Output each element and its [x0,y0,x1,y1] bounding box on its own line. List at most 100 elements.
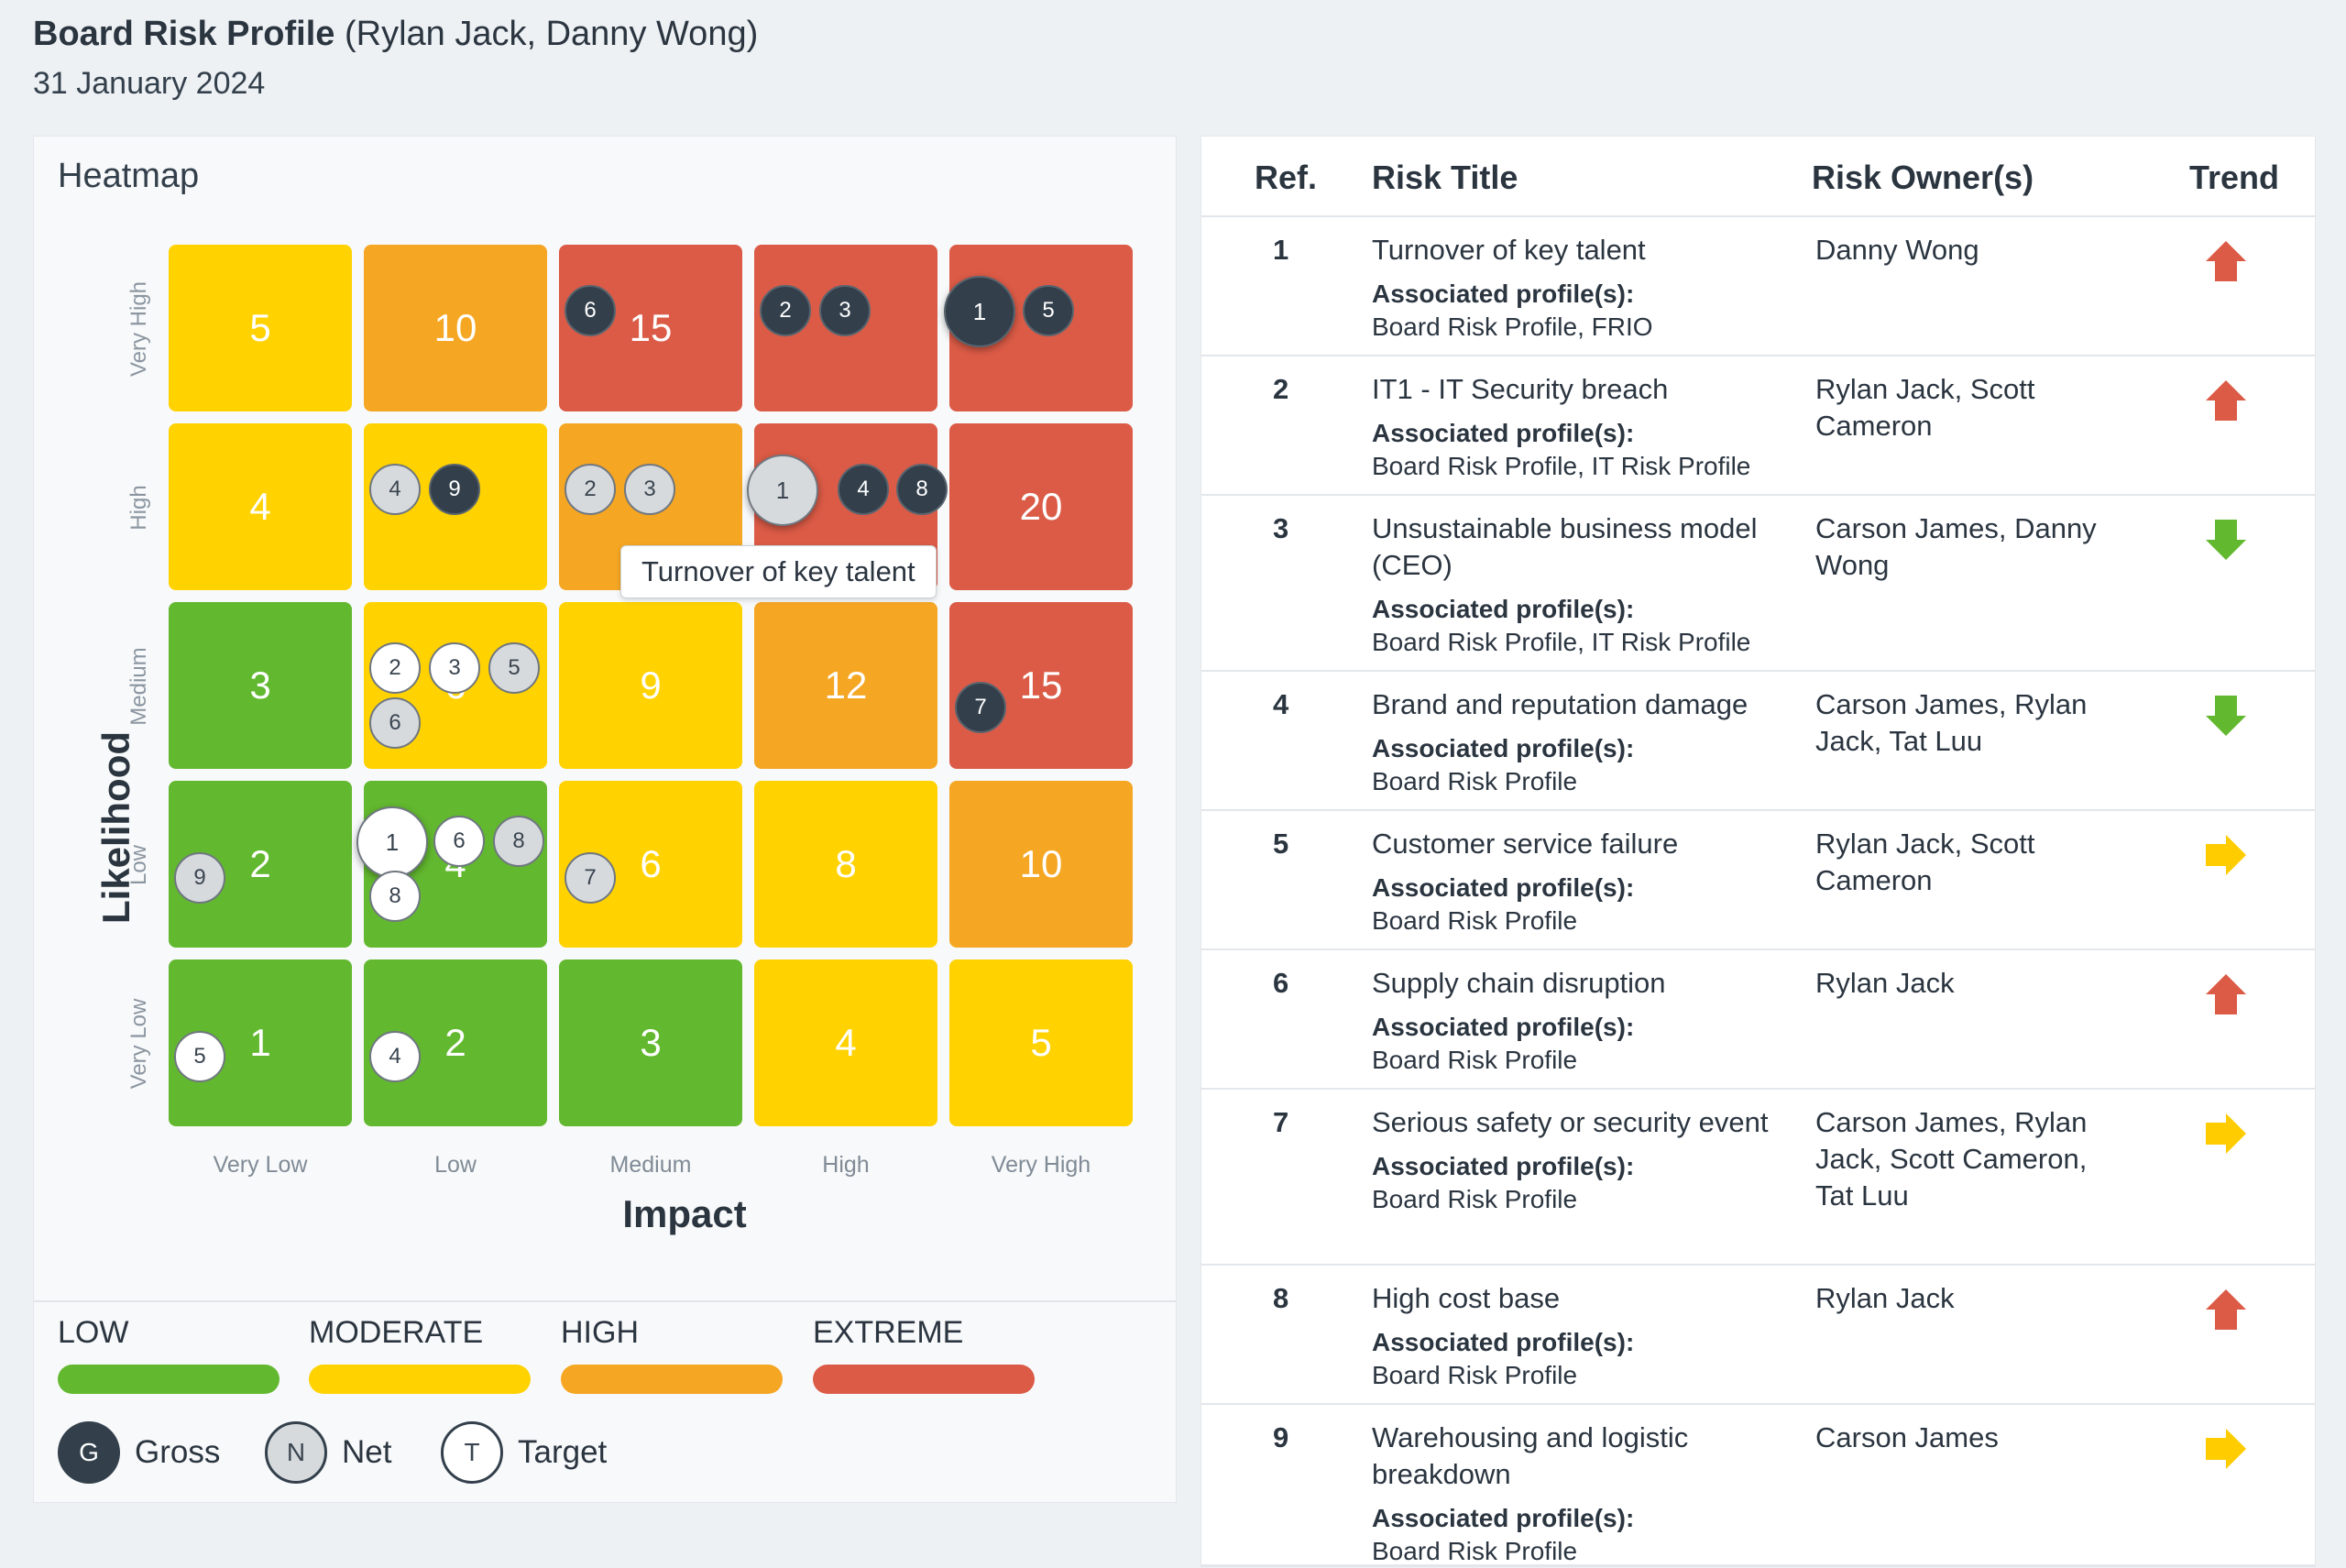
heatmap-cell-medium-likelihood-medium-impact[interactable]: 9 [559,602,742,769]
cell-score: 3 [249,663,271,707]
cell-score: 10 [433,306,477,349]
risk-row-2[interactable]: 2 IT1 - IT Security breach Associated prof… [1201,356,2315,496]
risk-owners: Carson James, Rylan Jack, Scott Cameron,… [1815,1106,2088,1212]
risk-row-8[interactable]: 8 High cost base Associated profile(s): Boa… [1201,1266,2315,1405]
legend-extreme-bar [813,1365,1035,1394]
risk-row-5[interactable]: 5 Customer service failure Associated prof… [1201,811,2315,950]
target-risk-bubble-8[interactable]: 8 [369,871,421,922]
risk-title[interactable]: Unsustainable business model (CEO) [1372,512,1758,581]
associated-profiles-label: Associated profile(s): [1372,1328,1635,1356]
net-risk-bubble-1[interactable]: 1 [747,455,818,526]
associated-profiles-label: Associated profile(s): [1372,1152,1635,1180]
risk-owners: Rylan Jack [1815,967,1955,999]
target-risk-bubble-6[interactable]: 6 [433,816,485,867]
heatmap-cell-low-likelihood-low-impact[interactable]: 8 [754,781,937,948]
associated-profiles-label: Associated profile(s): [1372,734,1635,762]
heatmap-title: Heatmap [58,157,200,195]
risk-title[interactable]: Turnover of key talent [1372,234,1646,266]
cell-score: 5 [249,306,271,349]
gross-risk-bubble-9[interactable]: 9 [429,464,480,515]
cell-score: 6 [640,842,662,885]
risk-row-7[interactable]: 7 Serious safety or security event Associa… [1201,1090,2315,1266]
impact-label-low: High [822,1152,870,1178]
net-risk-bubble-4[interactable]: 4 [369,464,421,515]
associated-profiles-label: Associated profile(s): [1372,280,1635,308]
net-key: N Net [265,1421,391,1484]
col-title-header[interactable]: Risk Title [1372,159,1518,196]
net-risk-bubble-3[interactable]: 3 [624,464,675,515]
net-risk-bubble-8[interactable]: 8 [493,816,544,867]
risk-ref: 1 [1273,234,1289,266]
impact-label-high: Low [434,1152,477,1178]
target-risk-bubble-5[interactable]: 5 [174,1031,225,1082]
risk-row-4[interactable]: 4 Brand and reputation damage Associated p… [1201,672,2315,811]
associated-profiles-value: Board Risk Profile [1372,767,1578,795]
heatmap-cell-very-low-likelihood-very-low-impact[interactable]: 5 [949,959,1133,1126]
risk-title[interactable]: Customer service failure [1372,828,1679,860]
trend-down-arrow-icon [2206,696,2246,736]
likelihood-label-low: Low [126,844,151,886]
target-key: T Target [441,1421,607,1484]
likelihood-label-medium: Medium [126,647,151,726]
risk-title[interactable]: Serious safety or security event [1372,1106,1769,1138]
trend-up-arrow-icon [2206,380,2246,421]
likelihood-label-very-low: Very Low [126,998,151,1090]
trend-right-arrow-icon [2206,835,2246,875]
gross-risk-bubble-2[interactable]: 2 [760,285,811,336]
row-divider [1201,809,2315,811]
target-risk-bubble-2[interactable]: 2 [369,642,421,694]
heatmap-cell-very-high-likelihood-high-impact[interactable]: 10 [364,245,547,411]
net-risk-bubble-5[interactable]: 5 [488,642,540,694]
risk-title[interactable]: Warehousing and logistic breakdown [1372,1421,1689,1490]
heatmap-cell-medium-likelihood-low-impact[interactable]: 12 [754,602,937,769]
gross-risk-bubble-5[interactable]: 5 [1023,285,1074,336]
risk-row-3[interactable]: 3 Unsustainable business model (CEO) Assoc… [1201,496,2315,672]
heatmap-cell-very-low-likelihood-medium-impact[interactable]: 3 [559,959,742,1126]
risk-title-cell: Turnover of key talent Associated profile… [1372,232,1793,344]
risk-ref: 4 [1273,688,1289,720]
gross-risk-bubble-4[interactable]: 4 [838,464,889,515]
risk-title[interactable]: High cost base [1372,1282,1561,1314]
target-risk-bubble-3[interactable]: 3 [429,642,480,694]
heatmap-cell-high-likelihood-very-high-impact[interactable]: 4 [169,423,352,590]
associated-profiles-value: Board Risk Profile [1372,1185,1578,1213]
risk-row-6[interactable]: 6 Supply chain disruption Associated profi… [1201,950,2315,1090]
target-risk-bubble-4[interactable]: 4 [369,1031,421,1082]
col-ref-header[interactable]: Ref. [1255,159,1318,196]
risk-ref: 9 [1273,1421,1289,1453]
heatmap-cell-very-low-likelihood-low-impact[interactable]: 4 [754,959,937,1126]
risk-owners: Danny Wong [1815,234,1979,266]
row-divider [1201,494,2315,496]
heatmap-card: Heatmap Likelihood Impact 51015420369121… [33,136,1177,1503]
net-risk-bubble-7[interactable]: 7 [565,852,616,904]
target-risk-bubble-1[interactable]: 1 [356,806,428,878]
heatmap-cell-medium-likelihood-very-high-impact[interactable]: 3 [169,602,352,769]
risk-title[interactable]: Supply chain disruption [1372,967,1666,999]
gross-risk-bubble-3[interactable]: 3 [819,285,871,336]
legend-low-bar [58,1365,280,1394]
impact-label-very-low: Very High [991,1152,1091,1178]
gross-risk-bubble-1[interactable]: 1 [944,276,1015,347]
net-risk-bubble-2[interactable]: 2 [565,464,616,515]
heatmap-cell-high-likelihood-very-low-impact[interactable]: 20 [949,423,1133,590]
profile-name: Board Risk Profile [33,15,335,53]
risk-tooltip: Turnover of key talent [620,545,937,598]
risk-row-1[interactable]: 1 Turnover of key talent Associated profil… [1201,217,2315,356]
net-risk-bubble-6[interactable]: 6 [369,697,421,749]
heatmap-cell-low-likelihood-very-low-impact[interactable]: 10 [949,781,1133,948]
risk-row-9[interactable]: 9 Warehousing and logistic breakdown Assoc… [1201,1405,2315,1566]
gross-risk-bubble-8[interactable]: 8 [896,464,948,515]
target-key-icon: T [441,1421,503,1484]
col-trend-header[interactable]: Trend [2189,159,2280,196]
cell-score: 12 [824,663,868,707]
col-owners-header[interactable]: Risk Owner(s) [1812,159,2034,196]
associated-profiles-value: Board Risk Profile [1372,1361,1578,1389]
net-risk-bubble-9[interactable]: 9 [174,852,225,904]
gross-risk-bubble-7[interactable]: 7 [955,682,1006,733]
heatmap-cell-very-high-likelihood-very-high-impact[interactable]: 5 [169,245,352,411]
gross-risk-bubble-6[interactable]: 6 [565,285,616,336]
risk-title[interactable]: IT1 - IT Security breach [1372,373,1669,405]
risk-title[interactable]: Brand and reputation damage [1372,688,1749,720]
associated-profiles-value: Board Risk Profile [1372,1537,1578,1565]
row-divider [1201,1403,2315,1405]
